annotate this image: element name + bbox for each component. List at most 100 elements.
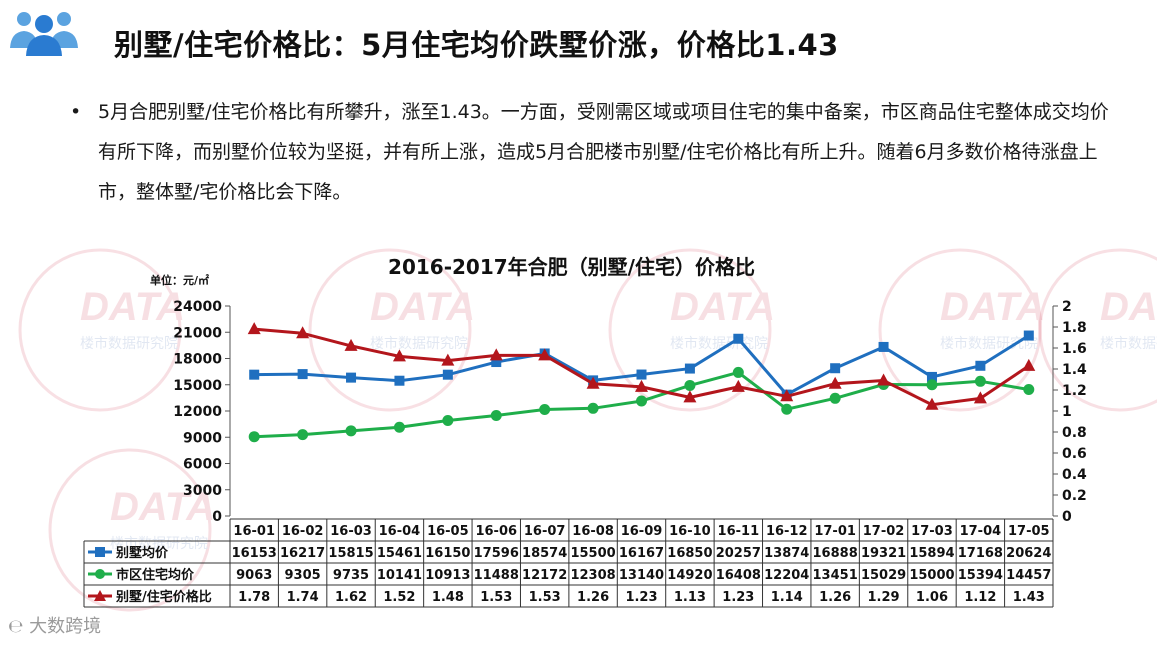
data-label: 16888 xyxy=(813,546,858,561)
series-2-point xyxy=(442,415,454,427)
data-label: 1.78 xyxy=(238,590,270,605)
data-label: 1.53 xyxy=(480,590,512,605)
chart-title: 2016-2017年合肥（别墅/住宅）价格比 xyxy=(388,255,755,279)
series-2-point xyxy=(829,392,841,404)
series-2-point xyxy=(297,429,309,441)
series-2-point xyxy=(248,431,260,443)
footer-logo-icon: ℮ xyxy=(8,616,24,637)
series-3-point xyxy=(538,348,552,361)
left-axis-tick-label: 0 xyxy=(212,509,222,525)
data-label: 12308 xyxy=(570,568,615,583)
series-2-point xyxy=(345,425,357,437)
data-label: 18574 xyxy=(522,546,567,561)
data-label: 1.29 xyxy=(868,590,900,605)
data-label: 1.74 xyxy=(287,590,319,605)
data-label: 17596 xyxy=(474,546,519,561)
data-label: 16153 xyxy=(232,546,277,561)
series-1-point xyxy=(442,369,453,380)
data-label: 1.14 xyxy=(771,590,803,605)
series-3-point xyxy=(296,326,310,339)
data-label: 20257 xyxy=(716,546,761,561)
x-axis-tick-label: 16-07 xyxy=(524,524,566,539)
left-axis-tick-label: 12000 xyxy=(173,404,222,420)
series-3-point xyxy=(1022,358,1036,371)
right-axis-tick-label: 1.8 xyxy=(1062,320,1087,336)
data-label: 17168 xyxy=(958,546,1003,561)
x-axis-tick-label: 16-08 xyxy=(572,524,614,539)
series-3-point xyxy=(586,376,600,389)
series-1-point xyxy=(346,372,357,383)
legend-label-1: 别墅均价 xyxy=(115,545,169,561)
left-axis-tick-label: 18000 xyxy=(173,352,222,368)
legend-marker xyxy=(95,547,105,557)
data-label: 1.06 xyxy=(916,590,948,605)
legend-marker xyxy=(95,569,105,579)
x-axis-tick-label: 17-02 xyxy=(863,524,905,539)
right-axis-tick-label: 1.4 xyxy=(1062,362,1087,378)
x-axis-tick-label: 16-03 xyxy=(330,524,372,539)
data-label: 1.48 xyxy=(432,590,464,605)
data-label: 15461 xyxy=(377,546,422,561)
x-axis-tick-label: 16-02 xyxy=(282,524,324,539)
data-label: 15500 xyxy=(570,546,615,561)
right-axis-tick-label: 1.6 xyxy=(1062,341,1087,357)
people-group-icon xyxy=(10,12,78,56)
data-label: 16850 xyxy=(667,546,712,561)
data-label: 13451 xyxy=(813,568,858,583)
x-axis-tick-label: 16-06 xyxy=(475,524,517,539)
right-axis-tick-label: 0.2 xyxy=(1062,488,1087,504)
data-label: 16217 xyxy=(280,546,325,561)
series-1-point xyxy=(830,363,841,374)
x-axis-tick-label: 16-04 xyxy=(379,524,421,539)
right-axis-tick-label: 0.8 xyxy=(1062,425,1087,441)
left-axis-tick-label: 24000 xyxy=(173,299,222,315)
right-axis-tick-label: 2 xyxy=(1062,299,1072,315)
series-3-point xyxy=(635,379,648,392)
left-axis-tick-label: 15000 xyxy=(173,378,222,394)
right-axis-tick-label: 0 xyxy=(1062,509,1072,525)
series-3-point xyxy=(828,376,842,389)
series-2-point xyxy=(587,402,599,414)
data-label: 1.13 xyxy=(674,590,706,605)
series-1-point xyxy=(394,375,405,386)
series-1-point xyxy=(636,369,647,380)
series-line-3 xyxy=(254,327,1030,407)
series-1-point xyxy=(975,360,986,371)
left-axis-tick-label: 9000 xyxy=(183,430,222,446)
data-label: 9305 xyxy=(285,568,321,583)
left-axis-tick-label: 3000 xyxy=(183,483,222,499)
series-1-point xyxy=(926,371,937,382)
series-3-point xyxy=(247,322,261,335)
data-label: 9063 xyxy=(236,568,272,583)
series-3-point xyxy=(441,353,455,366)
x-axis-tick-label: 17-05 xyxy=(1008,524,1050,539)
data-label: 12172 xyxy=(522,568,567,583)
left-axis-tick-label: 6000 xyxy=(183,457,222,473)
right-axis-tick-label: 1.2 xyxy=(1062,383,1087,399)
series-2-point xyxy=(926,379,938,391)
data-label: 1.26 xyxy=(577,590,609,605)
data-label: 20624 xyxy=(1006,546,1051,561)
series-3-point xyxy=(780,389,794,402)
x-axis-tick-label: 16-01 xyxy=(233,524,275,539)
data-label: 10141 xyxy=(377,568,422,583)
right-axis-tick-label: 1 xyxy=(1062,404,1072,420)
data-label: 1.23 xyxy=(722,590,754,605)
series-2-point xyxy=(781,403,793,415)
series-3-point xyxy=(392,349,406,362)
series-3-point xyxy=(877,373,891,386)
right-axis-tick-label: 0.6 xyxy=(1062,446,1087,462)
series-2-point xyxy=(1023,384,1035,396)
data-label: 19321 xyxy=(861,546,906,561)
legend-label-2: 市区住宅均价 xyxy=(116,567,195,583)
series-2-point xyxy=(393,421,405,433)
series-2-point xyxy=(490,409,502,421)
series-3-point xyxy=(344,338,358,351)
x-axis-tick-label: 17-04 xyxy=(960,524,1002,539)
x-axis-tick-label: 16-09 xyxy=(621,524,663,539)
data-label: 1.43 xyxy=(1013,590,1045,605)
series-3-point xyxy=(489,348,503,361)
series-1-point xyxy=(733,333,744,344)
data-label: 1.26 xyxy=(819,590,851,605)
